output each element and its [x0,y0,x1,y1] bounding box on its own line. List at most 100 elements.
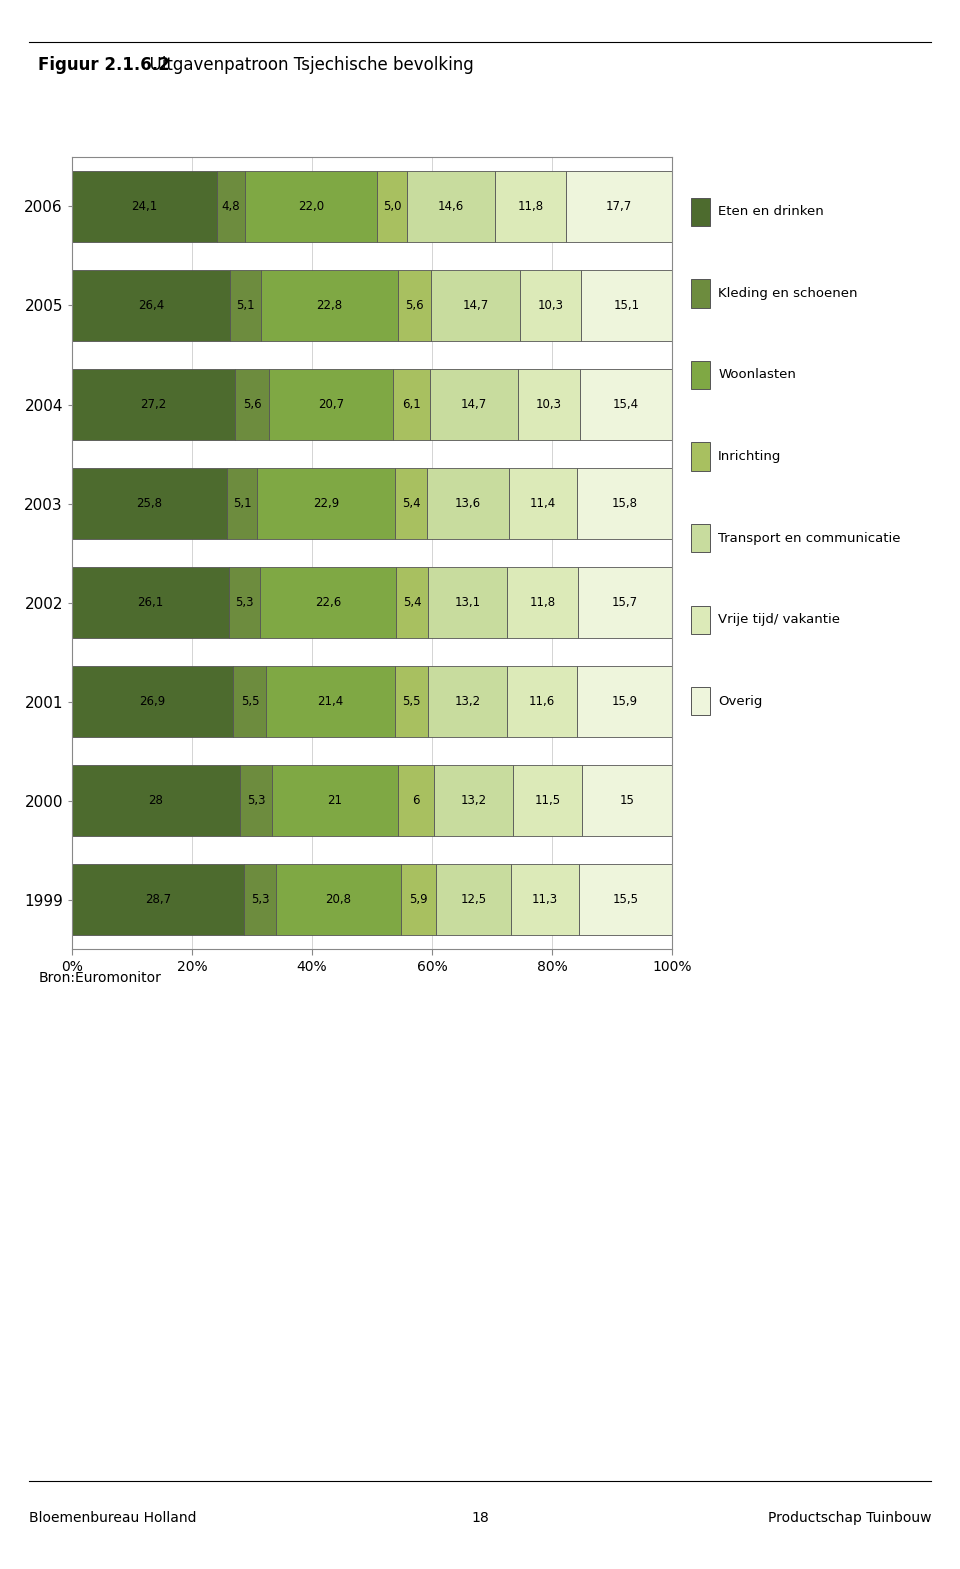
Bar [511,865,579,935]
Bar [244,865,276,935]
Text: 11,3: 11,3 [532,893,558,907]
Bar [272,766,397,836]
Text: 14,7: 14,7 [461,399,487,411]
Text: 13,6: 13,6 [455,497,481,510]
Text: 11,8: 11,8 [529,596,556,609]
Text: 15: 15 [619,794,635,806]
Text: 5,5: 5,5 [241,695,259,708]
Text: Bron:Euromonitor: Bron:Euromonitor [38,971,161,985]
Bar [579,865,672,935]
Text: 11,5: 11,5 [535,794,561,806]
Bar [261,270,397,340]
Text: Uitgavenpatroon Tsjechische bevolking: Uitgavenpatroon Tsjechische bevolking [139,56,474,74]
Bar [578,566,672,639]
Text: 5,4: 5,4 [403,596,421,609]
Bar [396,566,428,639]
Text: Kleding en schoenen: Kleding en schoenen [718,287,857,300]
Text: 20,7: 20,7 [318,399,344,411]
Bar [427,468,509,540]
Text: 6,1: 6,1 [402,399,420,411]
Bar [227,468,257,540]
Text: 21: 21 [327,794,343,806]
Bar [513,766,582,836]
Bar [430,369,517,441]
Bar [431,270,519,340]
Text: 10,3: 10,3 [536,399,562,411]
Bar [235,369,269,441]
Bar [72,766,240,836]
Text: 5,0: 5,0 [383,199,401,213]
Text: 4,8: 4,8 [222,199,240,213]
Text: 14,7: 14,7 [463,300,489,312]
Bar [507,566,578,639]
Bar [565,171,672,242]
Text: Figuur 2.1.6.2: Figuur 2.1.6.2 [38,56,170,74]
Text: Eten en drinken: Eten en drinken [718,206,824,218]
Bar [400,865,436,935]
Bar [72,665,233,737]
Bar [509,468,577,540]
Bar [72,566,228,639]
Text: 15,8: 15,8 [612,497,637,510]
Text: 25,8: 25,8 [136,497,162,510]
Text: 13,2: 13,2 [454,695,480,708]
Text: 5,1: 5,1 [236,300,255,312]
Text: 5,3: 5,3 [247,794,265,806]
Text: 17,7: 17,7 [606,199,632,213]
Bar [428,665,507,737]
Text: Overig: Overig [718,695,762,708]
Bar [395,665,428,737]
Bar [397,270,431,340]
Bar [517,369,580,441]
Bar [72,468,227,540]
Text: 15,5: 15,5 [612,893,638,907]
Text: Transport en communicatie: Transport en communicatie [718,532,900,544]
Text: 5,1: 5,1 [232,497,252,510]
Bar [582,766,672,836]
Text: 18: 18 [471,1511,489,1525]
Bar [377,171,407,242]
Text: 26,4: 26,4 [138,300,164,312]
Bar [266,665,395,737]
Bar [582,270,672,340]
Bar [240,766,272,836]
Text: 28: 28 [149,794,163,806]
Bar [577,468,672,540]
Text: 20,8: 20,8 [325,893,351,907]
Text: 5,4: 5,4 [401,497,420,510]
Bar [228,566,260,639]
Text: 24,1: 24,1 [132,199,157,213]
Bar [230,270,261,340]
Bar [260,566,396,639]
Text: 22,9: 22,9 [313,497,339,510]
Bar [217,171,246,242]
Text: 5,3: 5,3 [235,596,253,609]
Text: 27,2: 27,2 [140,399,167,411]
Bar [577,665,672,737]
Text: Vrije tijd/ vakantie: Vrije tijd/ vakantie [718,613,840,626]
Text: 6: 6 [412,794,420,806]
Bar [257,468,395,540]
Text: 5,5: 5,5 [402,695,420,708]
Bar [395,468,427,540]
Text: 11,8: 11,8 [517,199,543,213]
Bar [233,665,266,737]
Text: 22,6: 22,6 [315,596,342,609]
Bar [72,369,235,441]
Text: Woonlasten: Woonlasten [718,369,796,381]
Bar [407,171,495,242]
Text: 14,6: 14,6 [438,199,465,213]
Bar [436,865,511,935]
Text: 11,6: 11,6 [529,695,555,708]
Text: 15,9: 15,9 [612,695,637,708]
Bar [519,270,582,340]
Text: 13,1: 13,1 [455,596,481,609]
Bar [72,865,244,935]
Text: Inrichting: Inrichting [718,450,781,463]
Text: 22,8: 22,8 [317,300,343,312]
Bar [428,566,507,639]
Bar [269,369,393,441]
Text: 12,5: 12,5 [461,893,487,907]
Bar [246,171,377,242]
Text: 28,7: 28,7 [145,893,171,907]
